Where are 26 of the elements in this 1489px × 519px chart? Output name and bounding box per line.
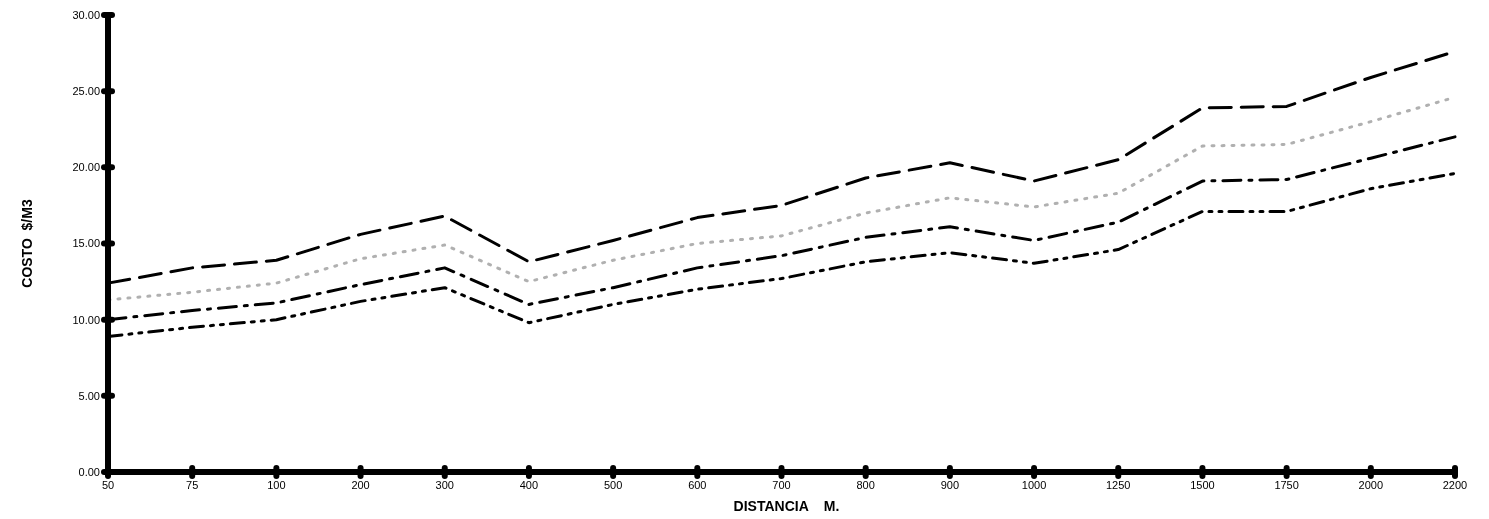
x-tick-label: 1250 [1106, 479, 1131, 491]
x-tick-label: 1000 [1021, 479, 1047, 491]
x-tick-label: 1500 [1190, 479, 1215, 491]
x-tick-label: 800 [856, 479, 875, 491]
x-tick-label: 700 [772, 479, 791, 491]
y-tick-label: 25.00 [72, 85, 100, 98]
x-tick-label: 2000 [1358, 479, 1384, 491]
x-tick-label: 75 [186, 479, 199, 491]
y-tick-label: 30.00 [72, 8, 100, 21]
x-tick-label: 50 [101, 479, 115, 491]
x-tick-label: 400 [519, 479, 539, 491]
y-tick-label: 0.00 [78, 465, 100, 478]
y-axis-title: COSTO $/M3 [19, 199, 35, 288]
x-tick-label: 600 [688, 479, 707, 491]
y-tick-label: 5.00 [78, 389, 100, 402]
x-axis-title: DISTANCIA M. [733, 498, 840, 514]
x-tick-label: 200 [351, 479, 370, 491]
x-tick-label: 2200 [1442, 479, 1468, 491]
x-tick-label: 500 [603, 479, 623, 491]
x-tick-label: 900 [940, 479, 960, 491]
x-tick-label: 100 [267, 479, 286, 491]
x-tick-label: 300 [435, 479, 454, 491]
y-tick-label: 15.00 [72, 237, 100, 250]
y-tick-label: 10.00 [72, 313, 100, 326]
y-tick-label: 20.00 [72, 161, 100, 174]
x-tick-label: 1750 [1274, 479, 1299, 491]
